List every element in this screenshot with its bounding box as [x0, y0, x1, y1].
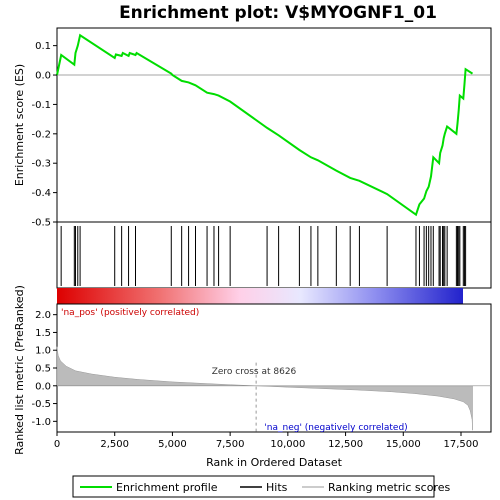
x-tick-label: 5,000 [158, 439, 187, 450]
ranking-metric-fill [56, 346, 473, 431]
es-profile-polyline [56, 33, 474, 217]
axes: 0.1 0.0 -0.1 -0.2 -0.3 -0.4 -0.5 2.0 1.5 1.0 0.5 0.… [31, 41, 478, 450]
metric-y-tick-label: 0.5 [35, 364, 51, 375]
es-panel [56, 27, 492, 223]
pos-label: 'na_pos' (positively correlated) [61, 308, 199, 318]
metric-y-tick-label: 0.0 [35, 381, 51, 392]
es-y-tick-label: -0.4 [31, 188, 51, 199]
legend-metric-label: Ranking metric scores [328, 481, 450, 494]
legend-es-label: Enrichment profile [116, 481, 218, 494]
x-tick-label: 0 [54, 439, 60, 450]
es-y-tick-label: 0.1 [35, 41, 51, 52]
x-tick-label: 7,500 [216, 439, 245, 450]
es-profile-line [56, 33, 474, 217]
es-y-tick-label: -0.3 [31, 159, 51, 170]
hit-markers [60, 226, 467, 286]
es-y-axis-label: Enrichment score (ES) [13, 64, 26, 186]
metric-panel [56, 303, 492, 433]
x-tick-label: 15,000 [386, 439, 421, 450]
metric-y-tick-label: 1.5 [35, 328, 51, 339]
x-axis-label: Rank in Ordered Dataset [206, 456, 343, 469]
metric-y-tick-label: 1.0 [35, 346, 51, 357]
x-tick-label: 12,500 [328, 439, 363, 450]
x-tick-label: 17,500 [443, 439, 478, 450]
legend-hits-label: Hits [266, 481, 288, 494]
metric-y-axis-label: Ranked list metric (PreRanked) [13, 285, 26, 455]
chart-title: Enrichment plot: V$MYOGNF1_01 [119, 3, 437, 23]
es-y-tick-label: -0.2 [31, 129, 51, 140]
ranking-metric-area [56, 346, 491, 432]
es-y-tick-label: -0.5 [31, 218, 51, 229]
rank-colorbar [57, 288, 463, 304]
metric-y-tick-label: -1.0 [31, 417, 51, 428]
es-y-tick-label: -0.1 [31, 100, 51, 111]
hits-panel [56, 221, 492, 289]
zero-cross-label: Zero cross at 8626 [212, 367, 297, 377]
x-tick-label: 10,000 [270, 439, 305, 450]
es-y-tick-label: 0.0 [35, 71, 51, 82]
x-tick-label: 2,500 [100, 439, 129, 450]
neg-label: 'na_neg' (negatively correlated) [264, 423, 407, 433]
metric-y-tick-label: 2.0 [35, 310, 51, 321]
metric-y-tick-label: -0.5 [31, 399, 51, 410]
